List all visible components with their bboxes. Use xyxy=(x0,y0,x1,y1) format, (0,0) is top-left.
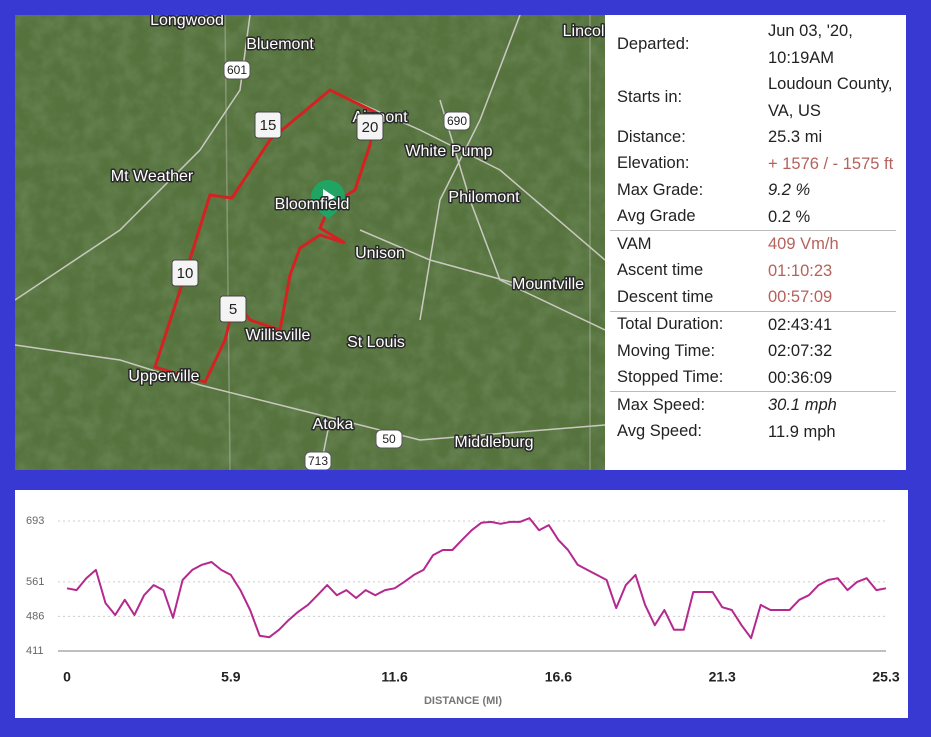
place-label: Philomont xyxy=(448,189,520,206)
stat-row: Avg Speed: 11.9 mph xyxy=(610,419,896,446)
chart-panel xyxy=(15,490,908,718)
stat-value: 02:07:32 xyxy=(768,342,833,360)
stat-value: Jun 03, '20, 10:19AM xyxy=(768,22,853,67)
stat-row: VAM 409 Vm/h xyxy=(610,231,896,258)
stat-label: Max Speed: xyxy=(617,395,706,414)
stat-label: Elevation: xyxy=(617,154,690,173)
stat-row: Stopped Time: 00:36:09 xyxy=(610,365,896,392)
stats-group: VAM 409 Vm/h Ascent time 01:10:23 Descent ti… xyxy=(610,231,896,312)
stat-value: 02:43:41 xyxy=(768,315,833,334)
stats-panel: Departed: Jun 03, '20, 10:19AM Starts in: L… xyxy=(605,15,906,470)
stat-label: Ascent time xyxy=(617,261,704,280)
stat-value: Loudoun County, VA, US xyxy=(768,75,893,120)
place-label: Mt Weather xyxy=(111,168,194,185)
stat-label: Starts in: xyxy=(617,88,683,106)
route-shield xyxy=(223,60,251,80)
stat-row: Total Duration: 02:43:41 xyxy=(610,312,896,339)
route-shield-label: 50 xyxy=(382,432,396,446)
stat-row: Elevation: + 1576 / - 1575 ft xyxy=(610,151,896,178)
stat-row: Descent time 00:57:09 xyxy=(610,284,896,311)
y-tick-label: 693 xyxy=(26,515,44,527)
start-pin[interactable] xyxy=(311,180,345,219)
y-tick-label: 561 xyxy=(26,576,44,588)
stat-label: Stopped Time: xyxy=(617,368,724,387)
route-shield-label: 601 xyxy=(227,63,247,77)
stat-row: Starts in: Loudoun County, VA, US xyxy=(610,71,896,124)
y-tick-label: 411 xyxy=(26,645,44,657)
place-label: Lincoln xyxy=(563,23,614,40)
stat-label: Avg Speed: xyxy=(617,422,703,441)
stat-label: Distance: xyxy=(617,127,686,146)
stat-value: 30.1 mph xyxy=(768,396,837,414)
stat-row: Departed: Jun 03, '20, 10:19AM xyxy=(610,18,896,71)
place-label: Unison xyxy=(355,245,405,262)
route-shield-label: 713 xyxy=(308,454,328,468)
route-shield xyxy=(443,111,471,131)
stat-row: Max Speed: 30.1 mph xyxy=(610,392,896,419)
mile-marker xyxy=(219,295,247,323)
stats-group: Total Duration: 02:43:41 Moving Time: 02:07… xyxy=(610,312,896,392)
elevation-line xyxy=(66,517,887,640)
stat-value: 9.2 % xyxy=(768,181,811,199)
stats-group: Max Speed: 30.1 mph Avg Speed: 11.9 mph xyxy=(610,392,896,445)
stat-value: + 1576 / - 1575 ft xyxy=(768,154,894,173)
y-tick-label: 486 xyxy=(26,610,44,622)
stat-label: Max Grade: xyxy=(617,180,704,199)
stat-label: VAM xyxy=(617,234,652,253)
stat-row: Distance: 25.3 mi xyxy=(610,124,896,151)
x-tick-label: 16.6 xyxy=(545,669,572,685)
x-tick-label: 25.3 xyxy=(872,669,899,685)
mile-marker xyxy=(356,113,384,141)
route-shield xyxy=(375,429,403,449)
place-label: Middleburg xyxy=(454,434,533,451)
x-tick-label: 21.3 xyxy=(709,669,736,685)
stat-label: Total Duration: xyxy=(617,315,724,334)
roads xyxy=(15,15,605,470)
route-shield xyxy=(304,451,332,470)
x-tick-label: 0 xyxy=(63,669,71,685)
stat-label: Avg Grade xyxy=(617,207,696,226)
place-label: Longwood xyxy=(150,12,224,29)
place-label: Willisville xyxy=(246,327,311,344)
place-label: St Louis xyxy=(347,334,405,351)
x-tick-label: 11.6 xyxy=(381,669,408,685)
stat-label: Descent time xyxy=(617,287,714,306)
stat-value: 01:10:23 xyxy=(768,261,833,280)
mile-marker-label: 10 xyxy=(177,265,194,282)
place-label: Atoka xyxy=(313,416,354,433)
map[interactable]: LongwoodBluemontLincolnAirmontWhite Pump… xyxy=(15,12,613,470)
place-label: Mountville xyxy=(512,276,584,293)
stats-group: Departed: Jun 03, '20, 10:19AM Starts in: L… xyxy=(610,18,896,231)
mile-marker xyxy=(171,259,199,287)
place-label: Bloomfield xyxy=(275,196,350,213)
stat-value: 00:36:09 xyxy=(768,368,833,387)
x-tick-label: 5.9 xyxy=(221,669,241,685)
mile-marker-label: 20 xyxy=(362,119,379,136)
stat-value: 11.9 mph xyxy=(768,422,836,441)
stat-value: 409 Vm/h xyxy=(768,235,839,253)
mile-marker-label: 5 xyxy=(229,301,237,318)
mile-marker xyxy=(254,111,282,139)
place-label: Upperville xyxy=(128,368,199,385)
stat-row: Max Grade: 9.2 % xyxy=(610,177,896,204)
stat-value: 0.2 % xyxy=(768,207,811,226)
place-label: Bluemont xyxy=(246,36,314,53)
stat-row: Avg Grade 0.2 % xyxy=(610,204,896,231)
place-label: White Pump xyxy=(405,143,492,160)
route-shield-label: 690 xyxy=(447,114,467,128)
stat-value: 00:57:09 xyxy=(768,288,833,306)
mile-marker-label: 15 xyxy=(260,117,277,134)
stat-value: 25.3 mi xyxy=(768,128,823,146)
stat-row: Moving Time: 02:07:32 xyxy=(610,338,896,365)
stat-label: Moving Time: xyxy=(617,341,716,360)
stat-row: Ascent time 01:10:23 xyxy=(610,258,896,285)
x-axis-label: DISTANCE (MI) xyxy=(424,695,502,707)
stat-label: Departed: xyxy=(617,35,690,53)
